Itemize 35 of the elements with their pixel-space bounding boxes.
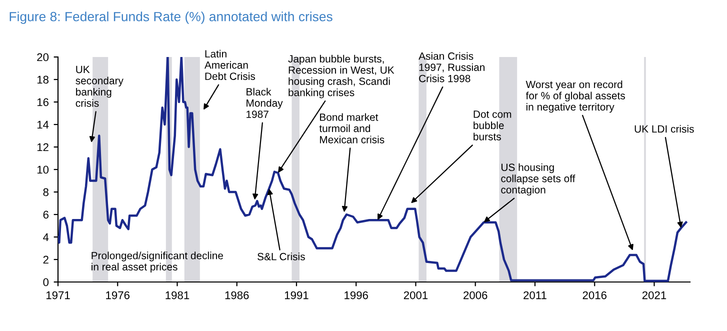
- y-tick-label: 0: [43, 278, 49, 286]
- x-tick-label: 1991: [284, 291, 308, 300]
- y-tick-label: 10: [37, 166, 49, 174]
- x-tick-label: 1971: [46, 291, 70, 300]
- y-tick-label: 2: [43, 256, 48, 264]
- y-tick-label: 4: [43, 233, 49, 242]
- y-tick-label: 6: [43, 210, 48, 219]
- x-tick-label: 1981: [166, 291, 190, 300]
- annotation: Black Monday 1987: [246, 88, 283, 118]
- annotation: Latin American Debt Crisis: [204, 50, 256, 80]
- annotation: UK LDI crisis: [634, 125, 694, 133]
- y-tick-label: 12: [37, 143, 48, 152]
- annotation: US housing collapse sets off contagion: [501, 163, 576, 196]
- annotation: Prolonged/significant decline in real asset prices: [92, 252, 224, 273]
- x-tick-label: 1986: [225, 291, 249, 300]
- x-tick-label: 1976: [106, 291, 130, 300]
- y-tick-label: 14: [37, 120, 49, 129]
- annotation: S&L Crisis: [258, 252, 305, 260]
- annotation: Dot com bubble bursts: [474, 110, 512, 140]
- annotation: Japan bubble bursts, Recession in West, UK housing crash, Scandi banking crises: [288, 54, 394, 98]
- x-tick-label: 1996: [344, 291, 368, 300]
- annotation: UK secondary banking crisis: [76, 66, 124, 107]
- y-tick-label: 18: [37, 76, 48, 84]
- x-tick-label: 2001: [404, 291, 428, 300]
- y-tick-label: 20: [37, 53, 49, 62]
- y-tick-label: 16: [37, 98, 48, 106]
- annotation: Bond market turmoil and Mexican crisis: [319, 113, 384, 144]
- x-tick-label: 2006: [464, 291, 488, 300]
- x-tick-label: 2016: [582, 291, 606, 300]
- x-tick-label: 2021: [642, 291, 666, 300]
- annotation: Worst year on record for % of global assets in negative territory: [526, 80, 625, 113]
- y-tick-label: 8: [43, 188, 48, 196]
- annotation: Asian Crisis 1997, Russian Crisis 1998: [418, 52, 484, 82]
- x-tick-label: 2011: [524, 291, 546, 300]
- chart-title: Figure 8: Federal Funds Rate (%) annotated with crises: [10, 12, 332, 24]
